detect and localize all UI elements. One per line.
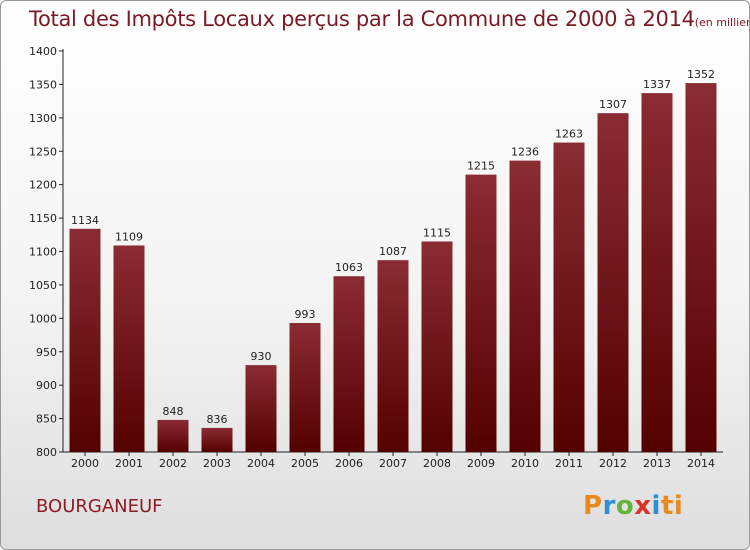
value-label: 930 xyxy=(251,350,272,363)
y-tick-label: 900 xyxy=(36,379,57,392)
bar-2001 xyxy=(113,245,145,452)
value-label: 993 xyxy=(295,308,316,321)
value-label: 1263 xyxy=(555,128,583,141)
value-label: 836 xyxy=(207,413,228,426)
y-tick-label: 1100 xyxy=(29,246,57,259)
y-tick-label: 1150 xyxy=(29,212,57,225)
y-tick-label: 1000 xyxy=(29,312,57,325)
value-label: 1134 xyxy=(71,214,99,227)
value-label: 1109 xyxy=(115,230,143,243)
y-tick-label: 1200 xyxy=(29,179,57,192)
x-tick-label: 2014 xyxy=(687,457,715,470)
value-label: 1063 xyxy=(335,261,363,274)
bar-2012 xyxy=(597,113,629,452)
logo-letter-3: o xyxy=(615,491,635,521)
value-label: 1352 xyxy=(687,68,715,81)
x-tick-label: 2005 xyxy=(291,457,319,470)
chart-title-main: Total des Impôts Locaux perçus par la Co… xyxy=(29,7,695,31)
value-label: 848 xyxy=(163,405,184,418)
value-label: 1087 xyxy=(379,245,407,258)
bar-2009 xyxy=(465,174,497,452)
y-tick-label: 1050 xyxy=(29,279,57,292)
bar-2005 xyxy=(289,323,321,452)
x-tick-label: 2010 xyxy=(511,457,539,470)
chart-title-unit: (en milliers d'€) xyxy=(694,16,749,29)
x-tick-label: 2009 xyxy=(467,457,495,470)
bar-2004 xyxy=(245,365,277,452)
value-label: 1337 xyxy=(643,78,671,91)
bar-2002 xyxy=(157,419,189,452)
x-tick-label: 2007 xyxy=(379,457,407,470)
value-label: 1236 xyxy=(511,146,539,159)
value-label: 1307 xyxy=(599,98,627,111)
y-tick-label: 1300 xyxy=(29,112,57,125)
y-tick-label: 800 xyxy=(36,446,57,459)
x-tick-label: 2013 xyxy=(643,457,671,470)
x-tick-label: 2003 xyxy=(203,457,231,470)
logo-letter-4: x xyxy=(634,491,652,521)
y-tick-label: 850 xyxy=(36,413,57,426)
bar-2011 xyxy=(553,142,585,453)
logo-letter-6: ti xyxy=(660,491,684,521)
chart-title: Total des Impôts Locaux perçus par la Co… xyxy=(29,7,749,31)
bar-2000 xyxy=(69,228,101,452)
logo-letter-2: r xyxy=(602,491,616,521)
commune-name: BOURGANEUF xyxy=(36,496,163,517)
logo-letter-5: i xyxy=(651,491,661,521)
x-tick-label: 2011 xyxy=(555,457,583,470)
value-label: 1215 xyxy=(467,160,495,173)
bar-2013 xyxy=(641,93,673,452)
x-tick-label: 2004 xyxy=(247,457,275,470)
bar-2008 xyxy=(421,241,453,452)
x-tick-label: 2008 xyxy=(423,457,451,470)
bar-2007 xyxy=(377,260,409,452)
y-tick-label: 1400 xyxy=(29,45,57,58)
bar-2010 xyxy=(509,160,541,452)
y-tick-label: 1250 xyxy=(29,145,57,158)
y-tick-label: 1350 xyxy=(29,78,57,91)
proxiti-logo: Proxiti xyxy=(583,491,683,521)
logo-letter-1: P xyxy=(583,491,603,521)
x-tick-label: 2002 xyxy=(159,457,187,470)
bar-2014 xyxy=(685,83,717,452)
x-tick-label: 2001 xyxy=(115,457,143,470)
x-tick-label: 2000 xyxy=(71,457,99,470)
bar-2003 xyxy=(201,427,233,452)
bar-2006 xyxy=(333,276,365,452)
x-tick-label: 2006 xyxy=(335,457,363,470)
y-tick-label: 950 xyxy=(36,346,57,359)
value-label: 1115 xyxy=(423,226,451,239)
x-tick-label: 2012 xyxy=(599,457,627,470)
